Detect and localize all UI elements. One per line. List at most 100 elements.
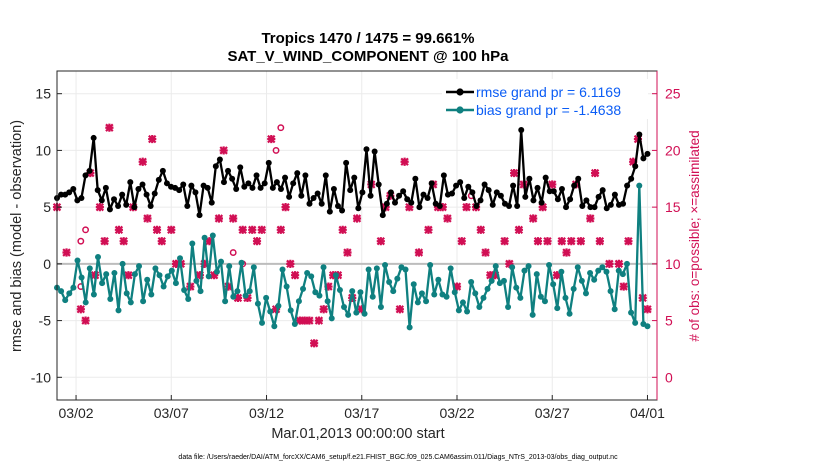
bias-point [287, 307, 294, 314]
obs-assimilated-marker [224, 282, 233, 291]
rmse-point [636, 131, 643, 138]
x-tick-label: 03/22 [439, 405, 474, 421]
x-axis-label: Mar.01,2013 00:00:00 start [271, 426, 444, 442]
rmse-point [542, 174, 549, 181]
bias-point [320, 264, 327, 271]
bias-point [423, 298, 430, 305]
bias-point [156, 272, 163, 279]
bias-point [636, 182, 643, 189]
rmse-point [436, 203, 443, 210]
rmse-point [453, 182, 460, 189]
bias-point [267, 308, 274, 315]
bias-point [587, 269, 594, 276]
bias-point [82, 299, 89, 306]
obs-assimilated-marker [395, 305, 405, 314]
obs-assimilated-marker [514, 225, 524, 235]
axes: 03/02 03/07 03/12 03/17 03/22 03/27 04/01 -10 -5… [31, 71, 681, 421]
rmse-point [465, 183, 472, 190]
y-right-tick-label: 5 [665, 313, 673, 329]
bias-point [144, 276, 151, 283]
legend: rmse grand pr = 6.1169 bias grand pr = -… [442, 79, 648, 119]
rmse-point [119, 191, 126, 198]
bias-point [377, 303, 384, 310]
rmse-point [644, 150, 651, 157]
rmse-point [514, 203, 521, 210]
bias-point [623, 260, 630, 267]
rmse-point [261, 180, 268, 187]
rmse-point [387, 189, 394, 196]
bias-point [582, 290, 589, 297]
obs-assimilated-marker [281, 202, 290, 212]
obs-assimilated-marker [214, 214, 224, 223]
rmse-point [233, 185, 240, 192]
bias-point [541, 298, 548, 305]
bias-point [632, 319, 639, 326]
rmse-point [457, 179, 464, 186]
obs-assimilated-marker [562, 248, 571, 257]
y-tick-label: 0 [43, 256, 51, 272]
obs-assimilated-marker [405, 202, 414, 212]
rmse-point [282, 174, 289, 181]
rmse-point [347, 187, 354, 194]
obs-assimilated-marker [138, 157, 147, 166]
rmse-point [159, 167, 166, 174]
rmse-point [139, 181, 146, 188]
obs-assimilated-marker [271, 305, 281, 314]
bias-point [521, 267, 528, 274]
bias-point [455, 307, 462, 314]
bias-point [369, 293, 376, 300]
bias-point [209, 232, 216, 239]
bias-point [131, 271, 138, 278]
obs-assimilated-marker [629, 157, 638, 166]
rmse-point [111, 196, 118, 203]
y-tick-label: 10 [35, 142, 51, 158]
rmse-point [428, 180, 435, 187]
rmse-point [469, 189, 476, 196]
rmse-point [310, 195, 317, 202]
y-right-tick-label: 10 [665, 256, 681, 272]
rmse-point [628, 175, 635, 182]
rmse-point [334, 203, 341, 210]
bias-point [201, 234, 208, 241]
legend-bias-marker [456, 106, 464, 114]
bias-point [431, 291, 438, 298]
bias-point [382, 261, 389, 268]
rmse-point [98, 197, 105, 204]
rmse-point [147, 203, 154, 210]
obs-assimilated-marker [62, 248, 71, 257]
rmse-point [155, 176, 162, 183]
rmse-point [318, 200, 325, 207]
bias-point [242, 292, 249, 299]
obs-assimilated-marker [100, 236, 109, 246]
rmse-point [123, 201, 130, 208]
rmse-point [351, 174, 358, 181]
obs-assimilated-marker [500, 236, 509, 246]
bias-point [619, 271, 626, 278]
bias-point [254, 300, 261, 307]
rmse-point [265, 159, 272, 166]
y-tick-label: -5 [39, 313, 52, 329]
obs-assimilated-marker [452, 282, 462, 291]
rmse-point [579, 203, 586, 210]
obs-assimilated-marker [148, 134, 157, 144]
obs-assimilated-marker [505, 259, 514, 269]
rmse-point [229, 175, 236, 182]
bias-point [226, 263, 233, 270]
bias-point [86, 265, 93, 272]
y-tick-label: -10 [31, 369, 51, 385]
obs-possible-marker [82, 226, 90, 234]
obs-possible-marker [272, 146, 280, 154]
rmse-point [522, 193, 529, 200]
bias-point [464, 308, 471, 315]
bias-point [566, 310, 573, 317]
footnote: data file: /Users/raeder/DAI/ATM_forcXX/… [178, 454, 618, 461]
obs-assimilated-marker [590, 168, 600, 178]
obs-assimilated-marker [171, 259, 181, 269]
obs-assimilated-marker [614, 259, 624, 269]
obs-assimilated-marker [257, 225, 266, 235]
rmse-point [286, 193, 293, 200]
bias-point [513, 284, 520, 291]
rmse-point [290, 180, 297, 187]
bias-point [414, 299, 421, 306]
bias-point [164, 273, 171, 280]
